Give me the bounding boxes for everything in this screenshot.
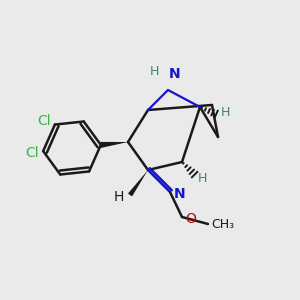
Text: H: H [114, 190, 124, 204]
Text: O: O [185, 212, 196, 226]
Text: H: H [221, 106, 230, 119]
Text: N: N [174, 187, 186, 201]
Text: Cl: Cl [37, 114, 51, 128]
Text: H: H [198, 172, 207, 184]
Text: H: H [149, 65, 159, 78]
Text: N: N [169, 67, 181, 81]
Text: Cl: Cl [26, 146, 39, 160]
Polygon shape [100, 142, 128, 148]
Polygon shape [128, 170, 148, 197]
Text: CH₃: CH₃ [211, 218, 234, 230]
